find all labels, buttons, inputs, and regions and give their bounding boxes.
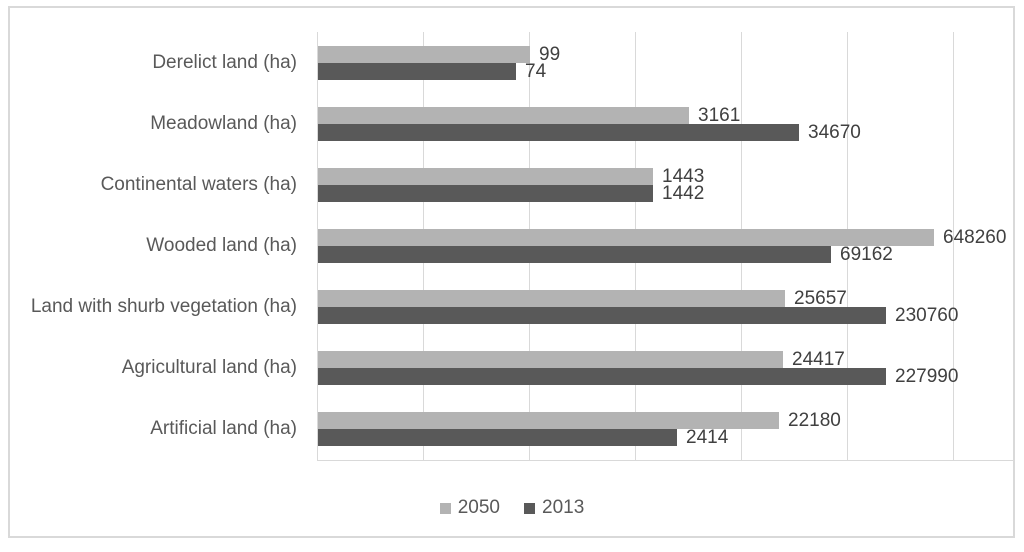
bar-2050: [318, 351, 783, 368]
bar-2013: [318, 307, 886, 324]
gridline: [847, 32, 848, 460]
gridline: [317, 32, 318, 460]
bar-2050: [318, 412, 779, 429]
bar-2013: [318, 63, 516, 80]
bar-value-label: 22180: [788, 410, 841, 431]
bar-value-label: 24417: [792, 349, 845, 370]
bar-value-label: 1443: [662, 166, 705, 187]
bar-2050: [318, 107, 689, 124]
bar-2013: [318, 185, 653, 202]
bar-value-label: 3161: [698, 105, 741, 126]
bar-2013: [318, 246, 831, 263]
bar-2050: [318, 229, 934, 246]
bar-value-label: 74: [525, 61, 547, 82]
legend-swatch-2013: [524, 502, 535, 514]
bar-value-label: 2414: [686, 427, 729, 448]
legend-swatch-2050: [439, 502, 451, 514]
legend-label: 2013: [542, 497, 585, 518]
bar-2013: [318, 429, 677, 446]
bar-2050: [318, 290, 785, 307]
bar-value-label: 648260: [943, 227, 1007, 248]
gridline: [953, 32, 954, 460]
category-label: Continental waters (ha): [100, 174, 297, 195]
bar-value-label: 34670: [808, 122, 861, 143]
legend: 2050 2013: [0, 497, 1024, 519]
legend-item-2050: 2050: [439, 497, 500, 519]
bar-value-label: 1442: [662, 183, 705, 204]
category-label: Meadowland (ha): [150, 113, 297, 134]
category-label: Land with shurb vegetation (ha): [30, 296, 297, 317]
bar-2013: [318, 368, 886, 385]
bar-2050: [318, 46, 530, 63]
bar-value-label: 25657: [794, 288, 847, 309]
bar-2013: [318, 124, 799, 141]
legend-item-2013: 2013: [524, 497, 584, 519]
bar-value-label: 69162: [840, 244, 893, 265]
legend-label: 2050: [457, 497, 500, 518]
bar-value-label: 99: [539, 44, 561, 65]
bar-value-label: 230760: [895, 305, 959, 326]
category-label: Derelict land (ha): [152, 52, 297, 73]
bar-2050: [318, 168, 653, 185]
x-axis-line: [317, 460, 1013, 461]
category-label: Artificial land (ha): [150, 418, 297, 439]
bar-value-label: 227990: [895, 366, 959, 387]
chart-frame: [8, 6, 1015, 538]
category-label: Wooded land (ha): [146, 235, 297, 256]
category-label: Agricultural land (ha): [121, 357, 297, 378]
